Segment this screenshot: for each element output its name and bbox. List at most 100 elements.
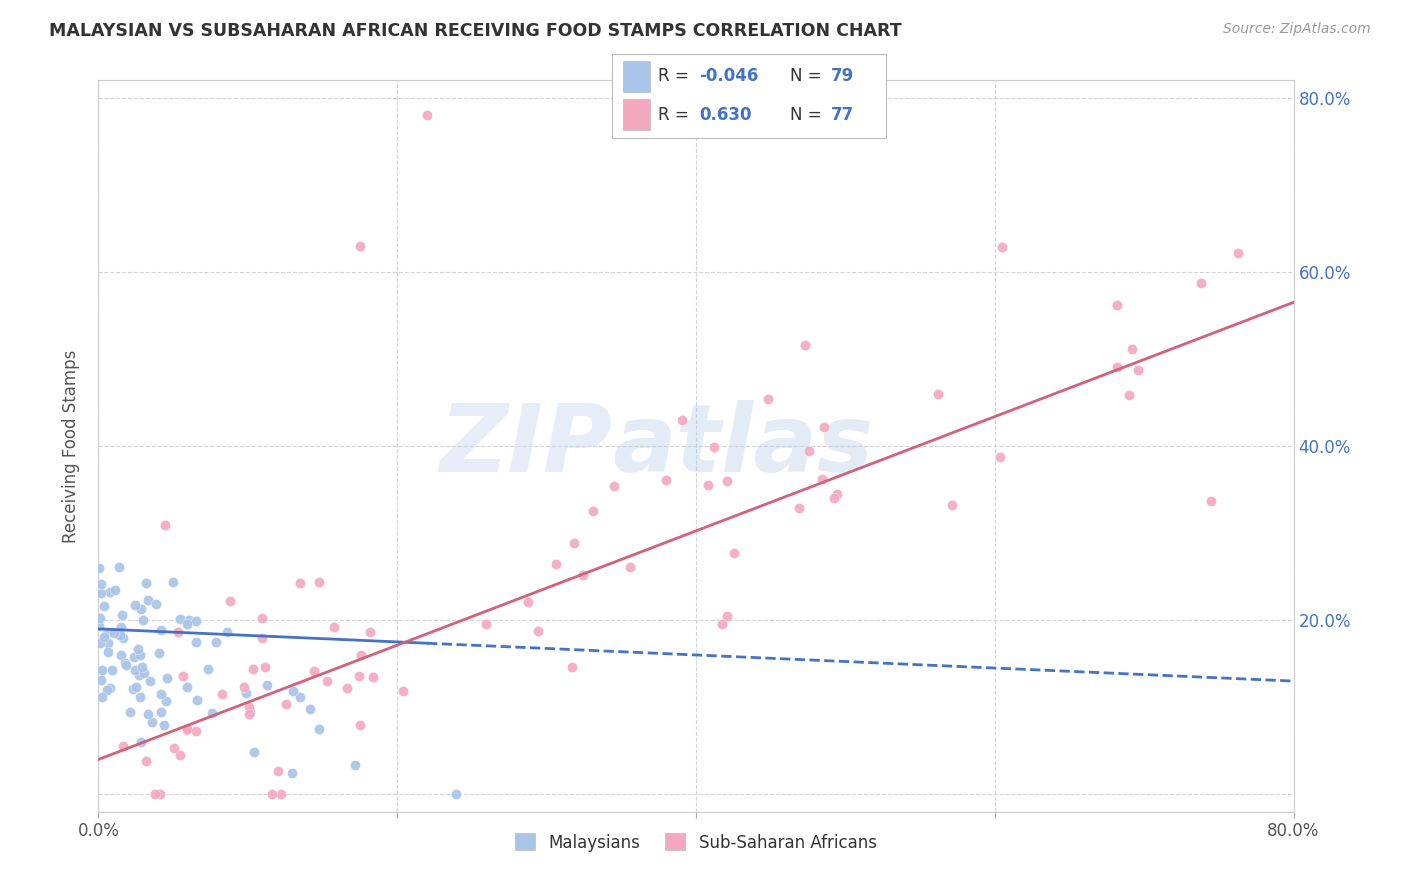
Point bbox=[148, 646, 170, 660]
Point bbox=[517, 594, 540, 608]
Point bbox=[813, 420, 835, 434]
Point bbox=[252, 631, 274, 645]
Text: 79: 79 bbox=[831, 68, 855, 86]
Point bbox=[96, 626, 118, 640]
Point bbox=[716, 609, 738, 624]
Point bbox=[162, 574, 184, 589]
Point bbox=[475, 616, 498, 631]
Point bbox=[153, 718, 176, 732]
Point bbox=[655, 473, 678, 487]
Text: -0.046: -0.046 bbox=[699, 68, 759, 86]
FancyBboxPatch shape bbox=[623, 99, 650, 130]
Point bbox=[988, 450, 1011, 464]
Point bbox=[281, 683, 304, 698]
Point bbox=[149, 705, 172, 719]
Point bbox=[124, 599, 146, 613]
Point bbox=[239, 706, 262, 720]
Point bbox=[242, 662, 264, 676]
Point bbox=[121, 681, 143, 696]
Point bbox=[316, 673, 339, 688]
Point bbox=[703, 440, 725, 454]
Point bbox=[250, 611, 273, 625]
Point bbox=[308, 722, 330, 736]
Point bbox=[756, 392, 779, 406]
Point bbox=[235, 686, 257, 700]
Point bbox=[89, 636, 111, 650]
Point bbox=[177, 613, 200, 627]
Point bbox=[163, 740, 186, 755]
Point bbox=[93, 630, 115, 644]
Point bbox=[217, 625, 239, 640]
Point bbox=[149, 787, 172, 801]
Point bbox=[603, 479, 626, 493]
Point bbox=[104, 582, 127, 597]
Point bbox=[131, 659, 153, 673]
Legend: Malaysians, Sub-Saharan Africans: Malaysians, Sub-Saharan Africans bbox=[509, 827, 883, 858]
Point bbox=[90, 586, 112, 600]
Point bbox=[281, 765, 304, 780]
Text: Source: ZipAtlas.com: Source: ZipAtlas.com bbox=[1223, 22, 1371, 37]
Point bbox=[186, 614, 208, 628]
Point bbox=[1189, 276, 1212, 290]
Point bbox=[298, 701, 321, 715]
Point bbox=[176, 723, 198, 737]
Point bbox=[97, 636, 120, 650]
Point bbox=[323, 620, 346, 634]
Point bbox=[93, 599, 115, 613]
Point bbox=[1118, 388, 1140, 402]
Point bbox=[136, 707, 159, 722]
Point bbox=[1105, 298, 1128, 312]
Text: atlas: atlas bbox=[613, 400, 873, 492]
Point bbox=[176, 681, 198, 695]
Point bbox=[110, 648, 132, 662]
Point bbox=[155, 694, 177, 708]
Point bbox=[135, 754, 157, 768]
Point bbox=[219, 593, 242, 607]
Point bbox=[349, 238, 371, 252]
Point bbox=[233, 680, 256, 694]
Point bbox=[166, 625, 188, 640]
Point bbox=[787, 501, 810, 516]
Point bbox=[797, 443, 820, 458]
Point bbox=[100, 663, 122, 677]
Point bbox=[1199, 493, 1222, 508]
Point bbox=[254, 660, 277, 674]
Point bbox=[238, 700, 260, 714]
Point bbox=[145, 597, 167, 611]
Point bbox=[156, 671, 179, 685]
Point bbox=[723, 546, 745, 560]
Point bbox=[308, 574, 330, 589]
Point bbox=[87, 560, 110, 574]
FancyBboxPatch shape bbox=[623, 62, 650, 92]
Point bbox=[127, 642, 149, 657]
Point bbox=[96, 682, 118, 697]
Text: MALAYSIAN VS SUBSAHARAN AFRICAN RECEIVING FOOD STAMPS CORRELATION CHART: MALAYSIAN VS SUBSAHARAN AFRICAN RECEIVIN… bbox=[49, 22, 901, 40]
Point bbox=[288, 576, 311, 591]
Point bbox=[176, 616, 198, 631]
Text: 0.630: 0.630 bbox=[699, 105, 752, 123]
Point bbox=[361, 670, 384, 684]
Point bbox=[238, 706, 260, 721]
Point bbox=[108, 560, 131, 574]
Point bbox=[129, 602, 152, 616]
Point bbox=[184, 635, 207, 649]
Point bbox=[991, 239, 1014, 253]
Point bbox=[290, 690, 312, 704]
Point bbox=[150, 687, 173, 701]
Point bbox=[169, 612, 191, 626]
Point bbox=[138, 674, 160, 689]
Point bbox=[169, 748, 191, 763]
Text: R =: R = bbox=[658, 68, 695, 86]
Point bbox=[561, 659, 583, 673]
Point bbox=[128, 667, 150, 681]
Point bbox=[260, 787, 283, 801]
Point bbox=[150, 624, 173, 638]
Point bbox=[124, 664, 146, 678]
Point bbox=[135, 576, 157, 591]
Point bbox=[562, 536, 585, 550]
Point bbox=[416, 108, 439, 122]
Point bbox=[91, 664, 114, 678]
Point bbox=[344, 757, 367, 772]
Point bbox=[143, 787, 166, 801]
Point bbox=[582, 503, 605, 517]
